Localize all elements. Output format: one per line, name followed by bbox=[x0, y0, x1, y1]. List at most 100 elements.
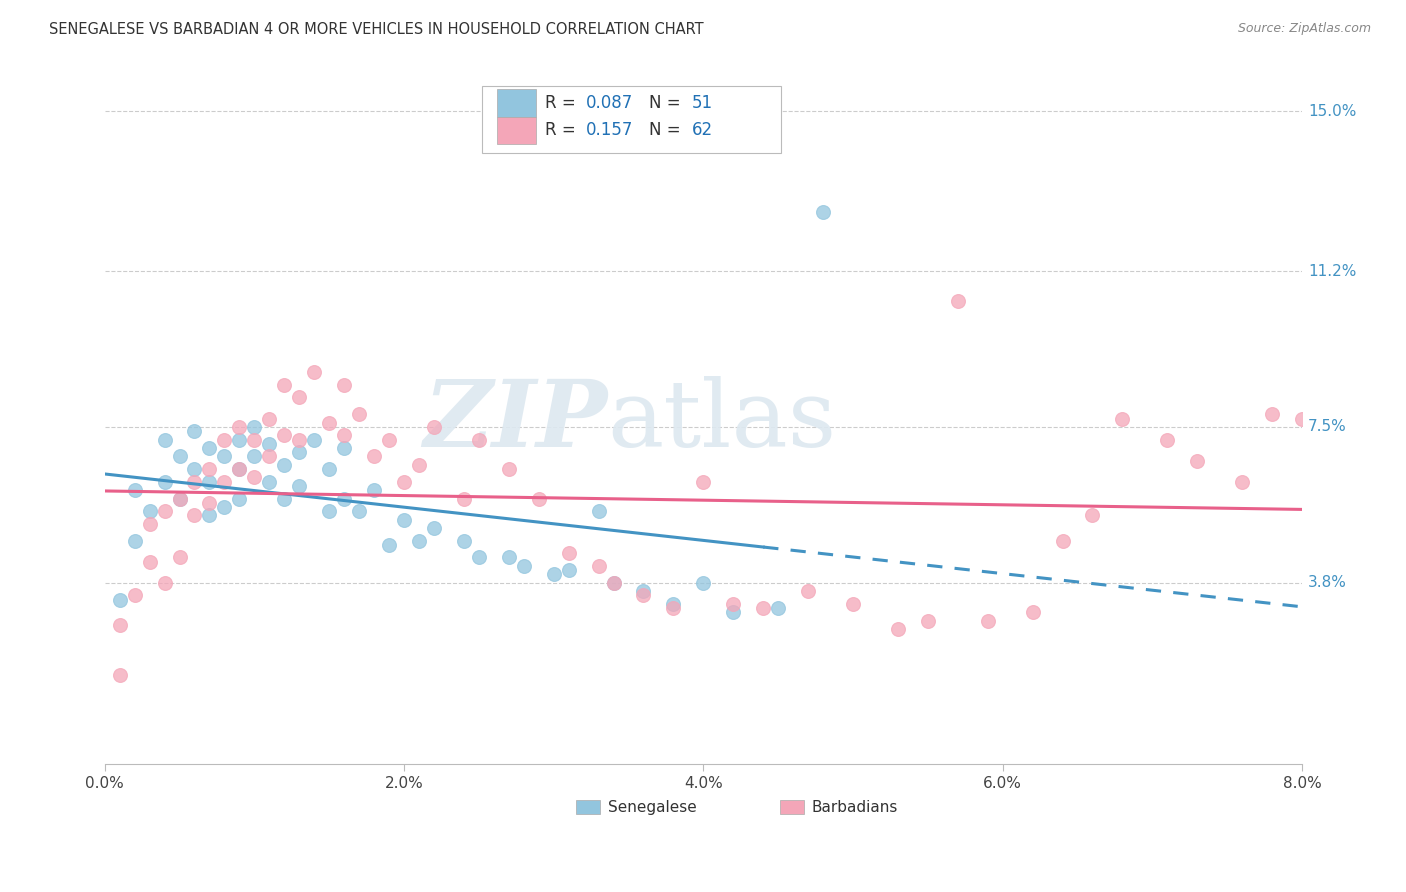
Point bbox=[602, 575, 624, 590]
Point bbox=[183, 508, 205, 523]
Point bbox=[228, 491, 250, 506]
Text: N =: N = bbox=[650, 94, 686, 112]
Point bbox=[138, 516, 160, 531]
Point bbox=[214, 433, 236, 447]
Point bbox=[557, 546, 579, 560]
Point bbox=[633, 584, 655, 599]
Point bbox=[333, 441, 356, 455]
Point bbox=[243, 433, 266, 447]
Point bbox=[214, 450, 236, 464]
Point bbox=[1187, 453, 1209, 467]
Point bbox=[318, 504, 340, 518]
Point bbox=[228, 462, 250, 476]
FancyBboxPatch shape bbox=[498, 89, 536, 117]
FancyBboxPatch shape bbox=[482, 86, 782, 153]
Point bbox=[302, 433, 325, 447]
Point bbox=[1111, 411, 1133, 425]
Point bbox=[198, 441, 221, 455]
Point bbox=[198, 508, 221, 523]
Point bbox=[333, 428, 356, 442]
Point bbox=[124, 483, 146, 497]
Point bbox=[333, 377, 356, 392]
Point bbox=[169, 491, 191, 506]
Point bbox=[347, 407, 370, 421]
Point bbox=[662, 597, 685, 611]
Point bbox=[588, 504, 610, 518]
Point bbox=[288, 433, 311, 447]
Text: 0.157: 0.157 bbox=[586, 121, 633, 139]
Point bbox=[1261, 407, 1284, 421]
Point bbox=[946, 293, 969, 308]
Point bbox=[408, 458, 430, 472]
Point bbox=[633, 588, 655, 602]
Point bbox=[198, 475, 221, 489]
Point bbox=[408, 533, 430, 548]
Point bbox=[138, 504, 160, 518]
Point bbox=[153, 575, 176, 590]
Point bbox=[153, 475, 176, 489]
Point bbox=[392, 512, 415, 526]
Point bbox=[692, 575, 714, 590]
Point bbox=[243, 450, 266, 464]
Point bbox=[108, 668, 131, 682]
Text: 51: 51 bbox=[692, 94, 713, 112]
Point bbox=[423, 420, 446, 434]
Point bbox=[108, 592, 131, 607]
Point bbox=[169, 550, 191, 565]
Point bbox=[228, 462, 250, 476]
Point bbox=[1052, 533, 1074, 548]
Point bbox=[169, 450, 191, 464]
Text: ZIP: ZIP bbox=[423, 376, 607, 466]
Point bbox=[198, 496, 221, 510]
FancyBboxPatch shape bbox=[780, 800, 804, 814]
Point bbox=[273, 377, 295, 392]
Point bbox=[588, 558, 610, 573]
Point bbox=[723, 597, 745, 611]
Point bbox=[198, 462, 221, 476]
Point bbox=[1021, 605, 1043, 619]
Point bbox=[318, 462, 340, 476]
Point bbox=[498, 550, 520, 565]
Point bbox=[288, 479, 311, 493]
Point bbox=[347, 504, 370, 518]
Point bbox=[183, 462, 205, 476]
Point bbox=[273, 428, 295, 442]
Point bbox=[138, 555, 160, 569]
Point bbox=[259, 411, 281, 425]
Point bbox=[453, 533, 475, 548]
Point bbox=[259, 437, 281, 451]
Point bbox=[662, 601, 685, 615]
Point bbox=[797, 584, 820, 599]
Point bbox=[124, 588, 146, 602]
Text: Source: ZipAtlas.com: Source: ZipAtlas.com bbox=[1237, 22, 1371, 36]
Point bbox=[842, 597, 865, 611]
Point bbox=[259, 475, 281, 489]
Point bbox=[243, 420, 266, 434]
Point bbox=[543, 567, 565, 582]
Point bbox=[228, 420, 250, 434]
Point bbox=[378, 433, 401, 447]
Text: N =: N = bbox=[650, 121, 686, 139]
Point bbox=[243, 470, 266, 484]
Text: 3.8%: 3.8% bbox=[1308, 575, 1347, 591]
Point bbox=[273, 491, 295, 506]
Point bbox=[527, 491, 550, 506]
Point bbox=[498, 462, 520, 476]
Point bbox=[1291, 411, 1313, 425]
Point bbox=[183, 424, 205, 438]
Point bbox=[108, 617, 131, 632]
Point bbox=[183, 475, 205, 489]
Text: 11.2%: 11.2% bbox=[1308, 264, 1357, 278]
Point bbox=[363, 450, 385, 464]
Point bbox=[468, 550, 491, 565]
Text: R =: R = bbox=[546, 121, 581, 139]
Point bbox=[153, 433, 176, 447]
Point bbox=[288, 445, 311, 459]
Point bbox=[169, 491, 191, 506]
Point bbox=[723, 605, 745, 619]
Point bbox=[453, 491, 475, 506]
Point bbox=[318, 416, 340, 430]
Point bbox=[692, 475, 714, 489]
Point bbox=[977, 614, 1000, 628]
Point bbox=[766, 601, 789, 615]
